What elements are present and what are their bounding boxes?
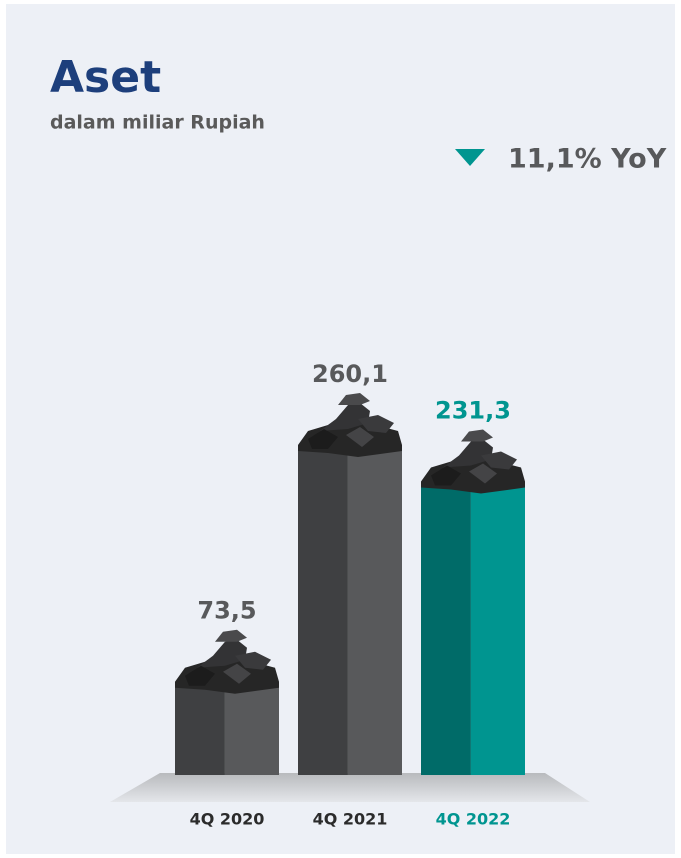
floor: [110, 773, 590, 802]
x-tick-label: 4Q 2020: [190, 810, 265, 829]
bar-right-face: [471, 482, 525, 775]
chart: Aset dalam miliar Rupiah 11,1% YoY 73,5 4…: [0, 0, 681, 858]
x-tick-label: 4Q 2022: [436, 810, 511, 829]
page: Aset dalam miliar Rupiah 11,1% YoY 73,5 4…: [0, 0, 681, 858]
bar-left-face: [421, 482, 471, 775]
value-label: 260,1: [312, 360, 388, 388]
value-label: 73,5: [197, 597, 256, 625]
value-label: 231,3: [435, 397, 511, 425]
x-tick-label: 4Q 2021: [313, 810, 388, 829]
chart-title: Aset: [50, 52, 161, 103]
bar-left-face: [175, 682, 225, 775]
bar-right-face: [225, 682, 279, 775]
chart-subtitle: dalam miliar Rupiah: [50, 112, 265, 134]
annotation: 11,1% YoY: [508, 144, 667, 175]
bar-left-face: [298, 445, 348, 775]
bar-right-face: [348, 445, 402, 775]
